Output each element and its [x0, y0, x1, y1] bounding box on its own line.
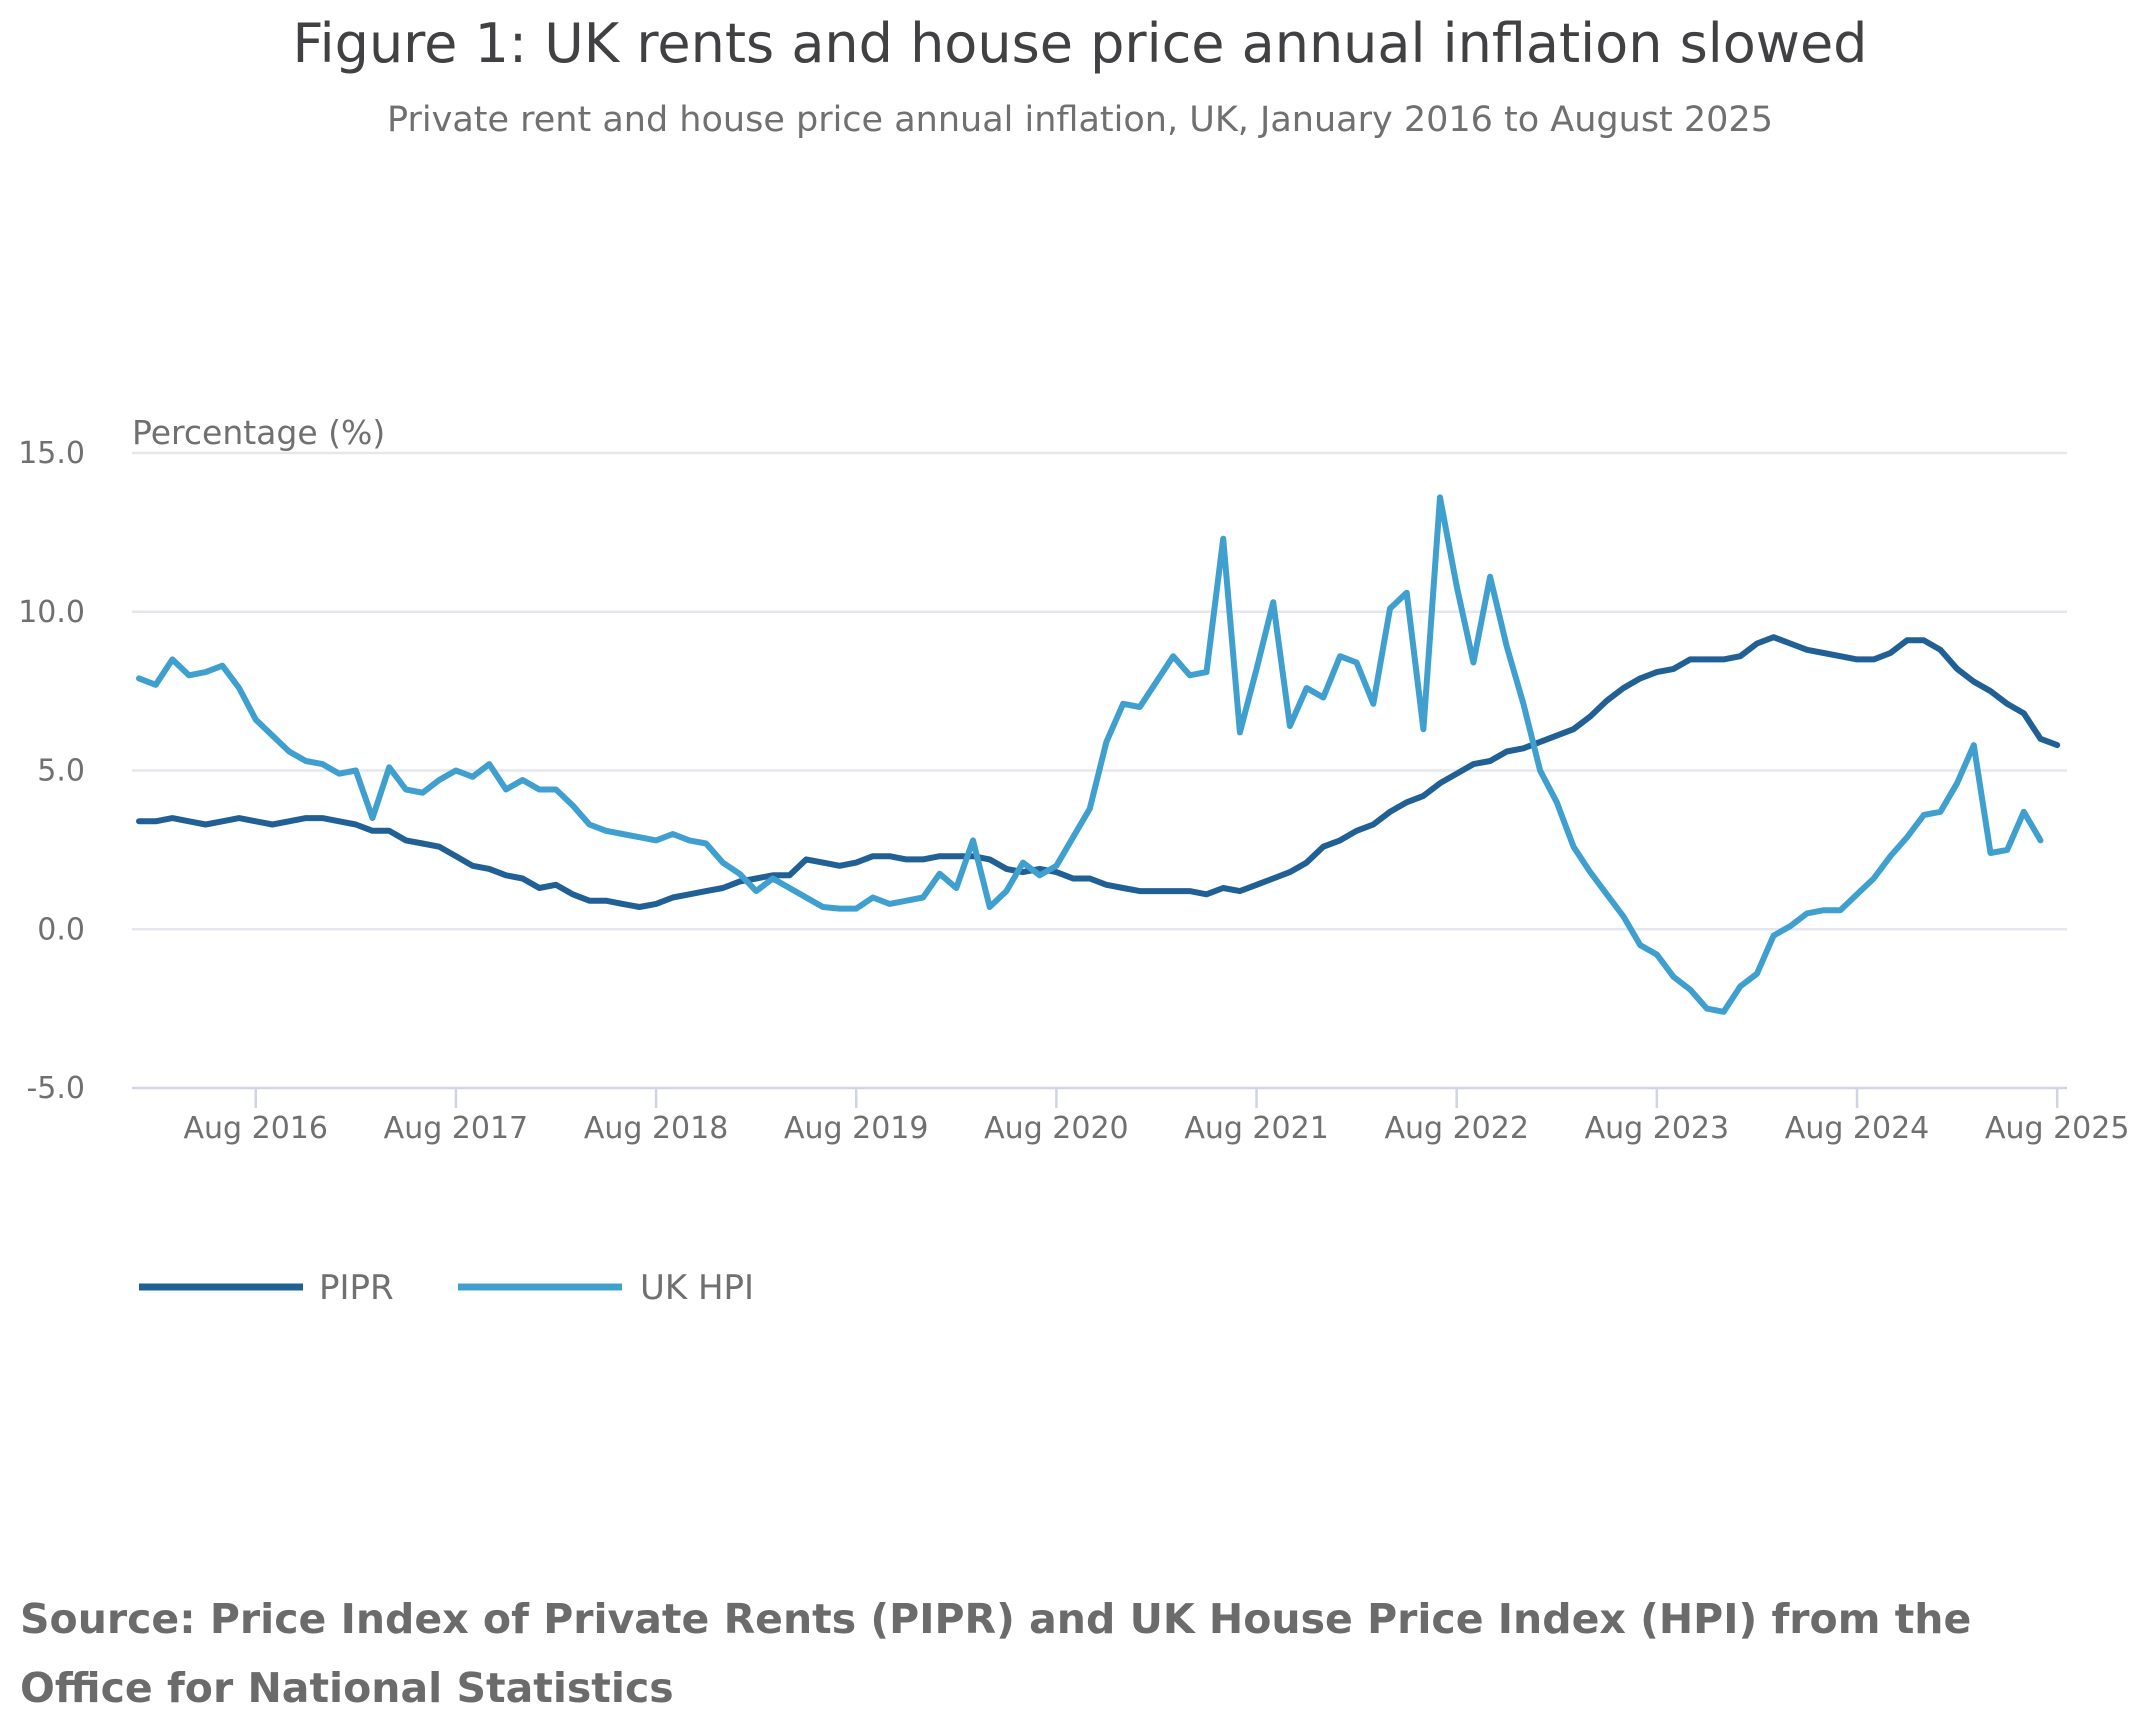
legend-label: UK HPI [640, 1268, 754, 1308]
y-axis-ticks: 15.0 10.0 5.0 0.0 -5.0 [18, 436, 85, 1106]
x-tick-label: Aug 2020 [984, 1111, 1128, 1146]
x-tick-label: Aug 2017 [384, 1111, 528, 1146]
x-tick-label: Aug 2023 [1585, 1111, 1729, 1146]
x-tick-label: Aug 2021 [1184, 1111, 1328, 1146]
y-axis-title: Percentage (%) [132, 413, 385, 452]
y-tick-label: 5.0 [37, 754, 85, 789]
series-line-pipr [136, 634, 2061, 910]
y-tick-label: -5.0 [26, 1071, 85, 1106]
chart-title: Figure 1: UK rents and house price annua… [292, 12, 1868, 75]
y-tick-label: 0.0 [37, 912, 85, 947]
x-tick-label: Aug 2022 [1384, 1111, 1528, 1146]
source-note: Source: Price Index of Private Rents (PI… [20, 1595, 1972, 1712]
legend-label: PIPR [319, 1268, 394, 1308]
x-tick-label: Aug 2019 [784, 1111, 928, 1146]
series-line-uk-hpi [136, 494, 2044, 1015]
x-tick-label: Aug 2016 [184, 1111, 328, 1146]
chart-subtitle: Private rent and house price annual infl… [387, 100, 1773, 140]
series-lines [136, 494, 2061, 1015]
y-tick-label: 10.0 [18, 595, 85, 630]
x-tick-label: Aug 2025 [1985, 1111, 2129, 1146]
x-tick-label: Aug 2018 [584, 1111, 728, 1146]
x-tick-label: Aug 2024 [1785, 1111, 1929, 1146]
legend: PIPR UK HPI [139, 1268, 754, 1308]
y-tick-label: 15.0 [18, 436, 85, 471]
x-axis-ticks: Aug 2016 Aug 2017 Aug 2018 Aug 2019 Aug 2020… [184, 1088, 2129, 1146]
